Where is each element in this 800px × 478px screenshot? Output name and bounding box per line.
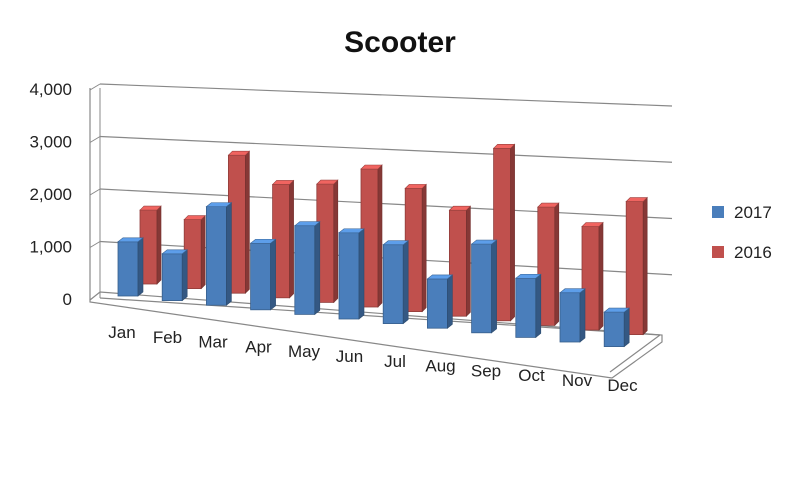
gridline <box>99 83 673 107</box>
bar-2017-nov: 2017 Nov <box>559 288 586 343</box>
legend-label: 2016 <box>734 243 772 262</box>
x-tick-label: Jan <box>108 323 135 342</box>
x-tick-label: Sep <box>471 361 501 380</box>
bar-2017-aug: 2017 Aug <box>426 274 454 329</box>
x-tick-label: Jul <box>384 352 406 371</box>
legend-swatch <box>712 206 724 218</box>
bar-2017-may: 2017 May <box>293 221 321 316</box>
bar-2017-mar: 2017 Mar <box>205 201 233 306</box>
legend: 2017 2016 <box>712 203 772 262</box>
x-tick-label: Dec <box>607 376 638 395</box>
bar-2017-feb: 2017 Feb <box>161 249 189 302</box>
bar-2016-dec: 2016 Dec <box>625 196 648 336</box>
bar-2017-oct: 2017 Oct <box>514 273 542 339</box>
x-tick-label: Oct <box>518 366 545 385</box>
bar-2017-jun: 2017 Jun <box>338 228 365 320</box>
bar-2017-jul: 2017 Jul <box>382 240 410 325</box>
bar-2016-mar: 2016 Mar <box>227 150 251 294</box>
gridline <box>99 135 673 163</box>
bar-2016-jan: 2016 Jan <box>139 205 162 285</box>
y-tick-label: 0 <box>63 290 72 309</box>
bar-2016-oct: 2016 Oct <box>537 202 560 327</box>
x-tick-label: Nov <box>562 371 593 390</box>
gridline <box>99 188 673 220</box>
bar-2017-dec: 2017 Dec <box>603 307 631 348</box>
x-tick-label: Jun <box>336 347 363 366</box>
bar-2016-nov: 2016 Nov <box>581 221 604 331</box>
legend-swatch <box>712 246 724 258</box>
x-tick-label: Mar <box>198 333 228 352</box>
x-axis-ticks: Jan Feb Mar Apr May Jun Jul Aug Sep Oct Nov Dec <box>108 323 638 395</box>
bars: 2016 Jan2016 Feb2016 Mar2016 Apr2016 May… <box>117 143 648 348</box>
y-tick-label: 1,000 <box>29 238 72 257</box>
legend-label: 2017 <box>734 203 772 222</box>
chart-title: Scooter <box>344 26 456 59</box>
bar-2016-jun: 2016 Jun <box>360 164 383 308</box>
bar-2017-sep: 2017 Sep <box>470 239 498 334</box>
x-tick-label: Apr <box>245 337 272 356</box>
bar-2016-aug: 2016 Aug <box>448 205 472 317</box>
bar-2016-apr: 2016 Apr <box>271 179 295 299</box>
x-tick-label: May <box>288 342 321 361</box>
y-tick-label: 3,000 <box>29 133 72 152</box>
x-tick-label: Aug <box>425 357 455 376</box>
bar-2017-apr: 2017 Apr <box>249 238 277 311</box>
y-tick-label: 2,000 <box>29 185 72 204</box>
y-axis-ticks: 0 1,000 2,000 3,000 4,000 <box>29 80 72 309</box>
y-tick-label: 4,000 <box>29 80 72 99</box>
x-tick-label: Feb <box>153 328 182 347</box>
bar-2017-jan: 2017 Jan <box>117 237 144 297</box>
bar-2016-sep: 2016 Sep <box>492 143 516 322</box>
bar-2016-may: 2016 May <box>316 179 339 304</box>
